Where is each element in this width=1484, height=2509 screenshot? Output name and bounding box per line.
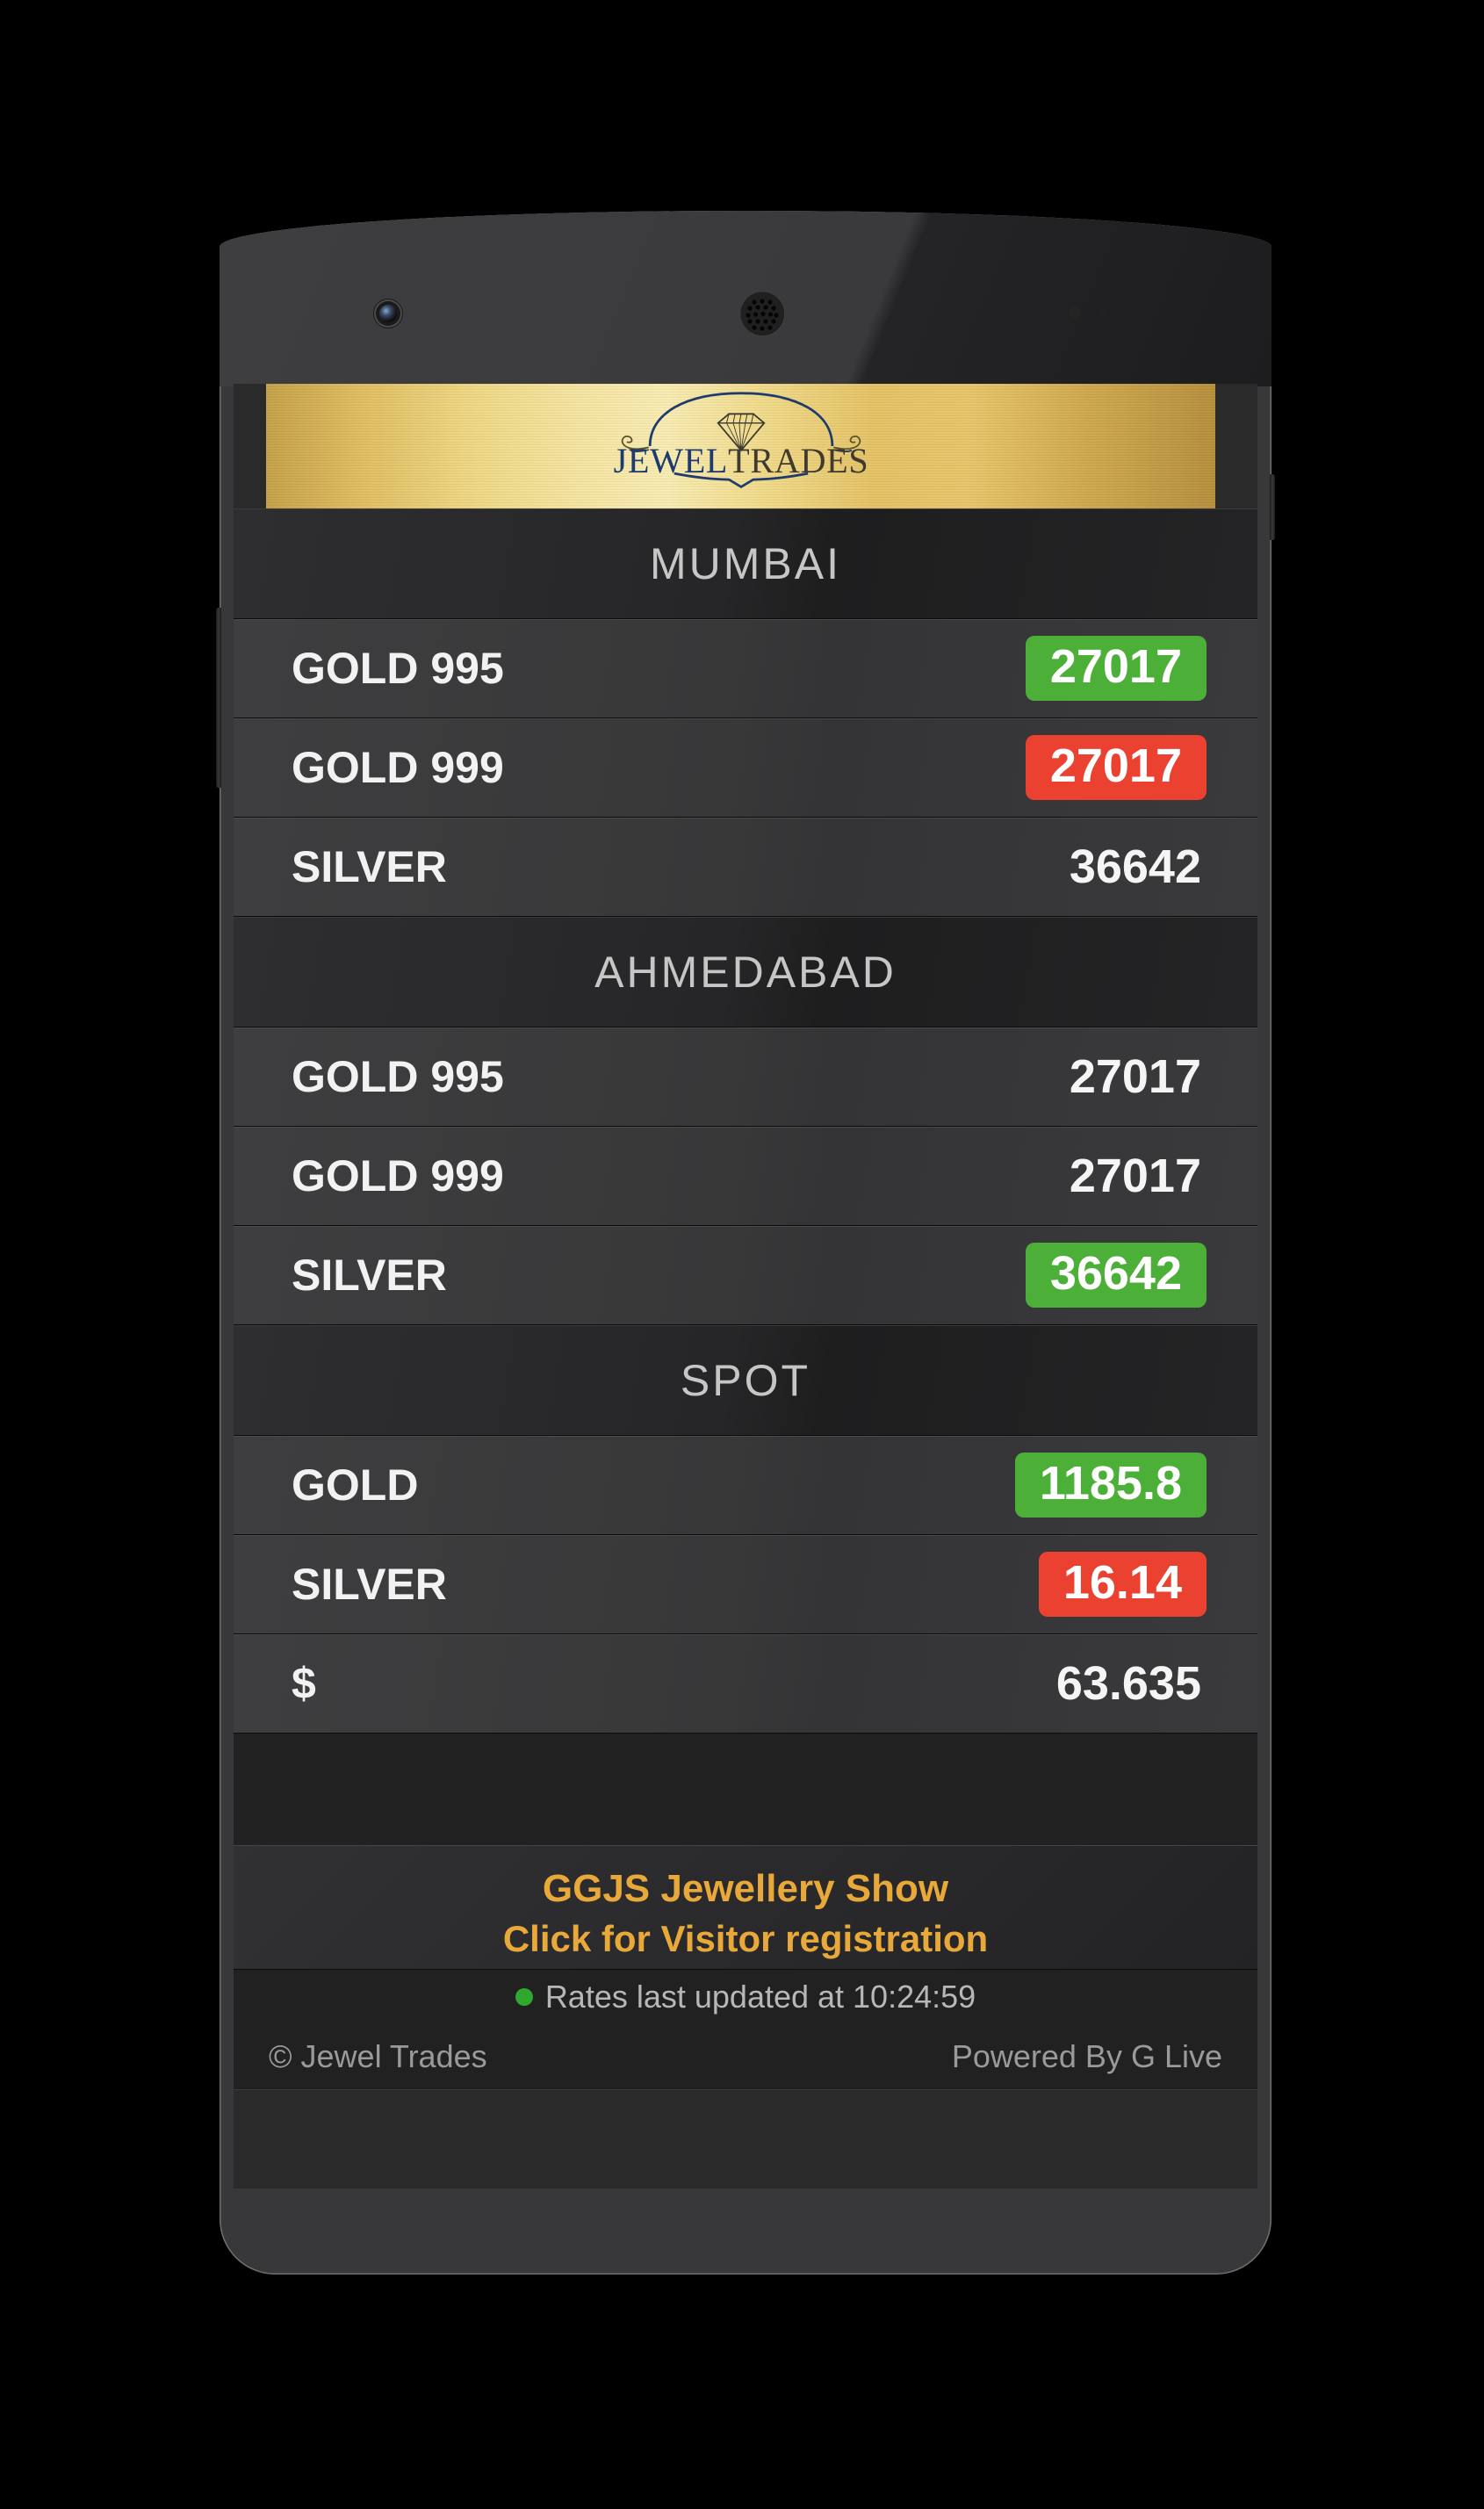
- svg-text:JEWELTRADES: JEWELTRADES: [613, 441, 868, 480]
